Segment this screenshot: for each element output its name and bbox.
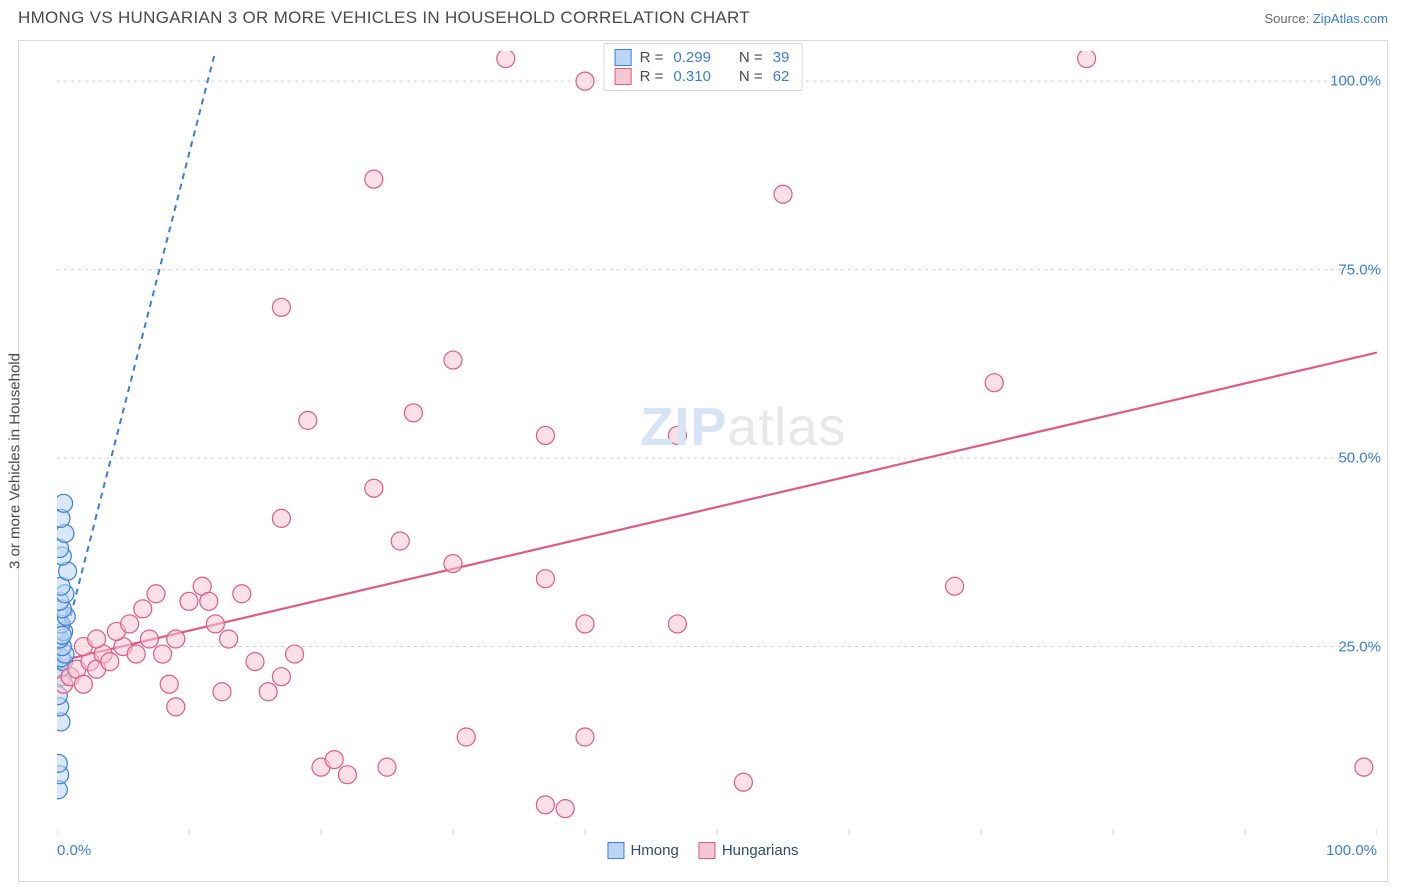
n-value: 39: [773, 49, 790, 66]
legend-label: Hmong: [630, 842, 678, 859]
data-point: [391, 532, 409, 550]
data-point: [180, 592, 198, 610]
data-point: [167, 698, 185, 716]
data-point: [160, 675, 178, 693]
data-point: [272, 668, 290, 686]
data-point: [536, 796, 554, 814]
legend-swatch: [607, 842, 624, 859]
scatter-svg: [57, 51, 1377, 835]
data-point: [338, 766, 356, 784]
chart-title: HMONG VS HUNGARIAN 3 OR MORE VEHICLES IN…: [18, 8, 750, 28]
y-axis-label: 3 or more Vehicles in Household: [7, 353, 24, 569]
y-tick-label: 100.0%: [1330, 73, 1381, 90]
data-point: [101, 653, 119, 671]
data-point: [444, 351, 462, 369]
legend-swatch: [615, 68, 632, 85]
data-point: [286, 645, 304, 663]
data-point: [167, 630, 185, 648]
x-tick-label: 100.0%: [1326, 842, 1377, 859]
data-point: [378, 758, 396, 776]
r-value: 0.310: [673, 68, 711, 85]
data-point: [536, 426, 554, 444]
data-point: [140, 630, 158, 648]
data-point: [668, 426, 686, 444]
y-tick-label: 75.0%: [1338, 261, 1381, 278]
data-point: [200, 592, 218, 610]
data-point: [668, 615, 686, 633]
source-link[interactable]: ZipAtlas.com: [1313, 11, 1388, 26]
n-value: 62: [773, 68, 790, 85]
data-point: [457, 728, 475, 746]
data-point: [57, 626, 71, 644]
legend-item: Hungarians: [699, 842, 799, 859]
data-point: [246, 653, 264, 671]
data-point: [259, 683, 277, 701]
data-point: [220, 630, 238, 648]
data-point: [233, 585, 251, 603]
legend-label: Hungarians: [722, 842, 799, 859]
data-point: [497, 51, 515, 68]
data-point: [1078, 51, 1096, 68]
y-tick-label: 25.0%: [1338, 638, 1381, 655]
legend-series: Hmong Hungarians: [607, 842, 798, 859]
data-point: [576, 72, 594, 90]
source-prefix: Source:: [1264, 11, 1312, 26]
chart-container: 3 or more Vehicles in Household ZIPatlas…: [18, 40, 1388, 882]
chart-header: HMONG VS HUNGARIAN 3 OR MORE VEHICLES IN…: [0, 0, 1406, 34]
n-label: N =: [739, 68, 763, 85]
data-point: [404, 404, 422, 422]
y-tick-label: 50.0%: [1338, 450, 1381, 467]
data-point: [576, 728, 594, 746]
data-point: [57, 494, 73, 512]
data-point: [147, 585, 165, 603]
r-value: 0.299: [673, 49, 711, 66]
r-label: R =: [640, 49, 664, 66]
legend-stats-row: R = 0.310 N = 62: [615, 67, 792, 86]
data-point: [444, 555, 462, 573]
legend-stats-row: R = 0.299 N = 39: [615, 48, 792, 67]
data-point: [946, 577, 964, 595]
data-point: [325, 751, 343, 769]
data-point: [88, 630, 106, 648]
data-point: [154, 645, 172, 663]
data-point: [1355, 758, 1373, 776]
data-point: [536, 570, 554, 588]
r-label: R =: [640, 68, 664, 85]
legend-swatch: [615, 49, 632, 66]
n-label: N =: [739, 49, 763, 66]
data-point: [134, 600, 152, 618]
data-point: [774, 185, 792, 203]
plot-area: ZIPatlas: [57, 51, 1377, 835]
source-attribution: Source: ZipAtlas.com: [1264, 11, 1388, 26]
data-point: [121, 615, 139, 633]
data-point: [213, 683, 231, 701]
data-point: [576, 615, 594, 633]
data-point: [206, 615, 224, 633]
data-point: [365, 170, 383, 188]
legend-swatch: [699, 842, 716, 859]
data-point: [734, 773, 752, 791]
data-point: [299, 411, 317, 429]
data-point: [74, 675, 92, 693]
data-point: [272, 298, 290, 316]
data-point: [556, 800, 574, 818]
x-tick-label: 0.0%: [57, 842, 91, 859]
data-point: [365, 479, 383, 497]
legend-item: Hmong: [607, 842, 678, 859]
data-point: [272, 509, 290, 527]
data-point: [985, 374, 1003, 392]
legend-stats: R = 0.299 N = 39 R = 0.310 N = 62: [604, 43, 803, 91]
data-point: [127, 645, 145, 663]
